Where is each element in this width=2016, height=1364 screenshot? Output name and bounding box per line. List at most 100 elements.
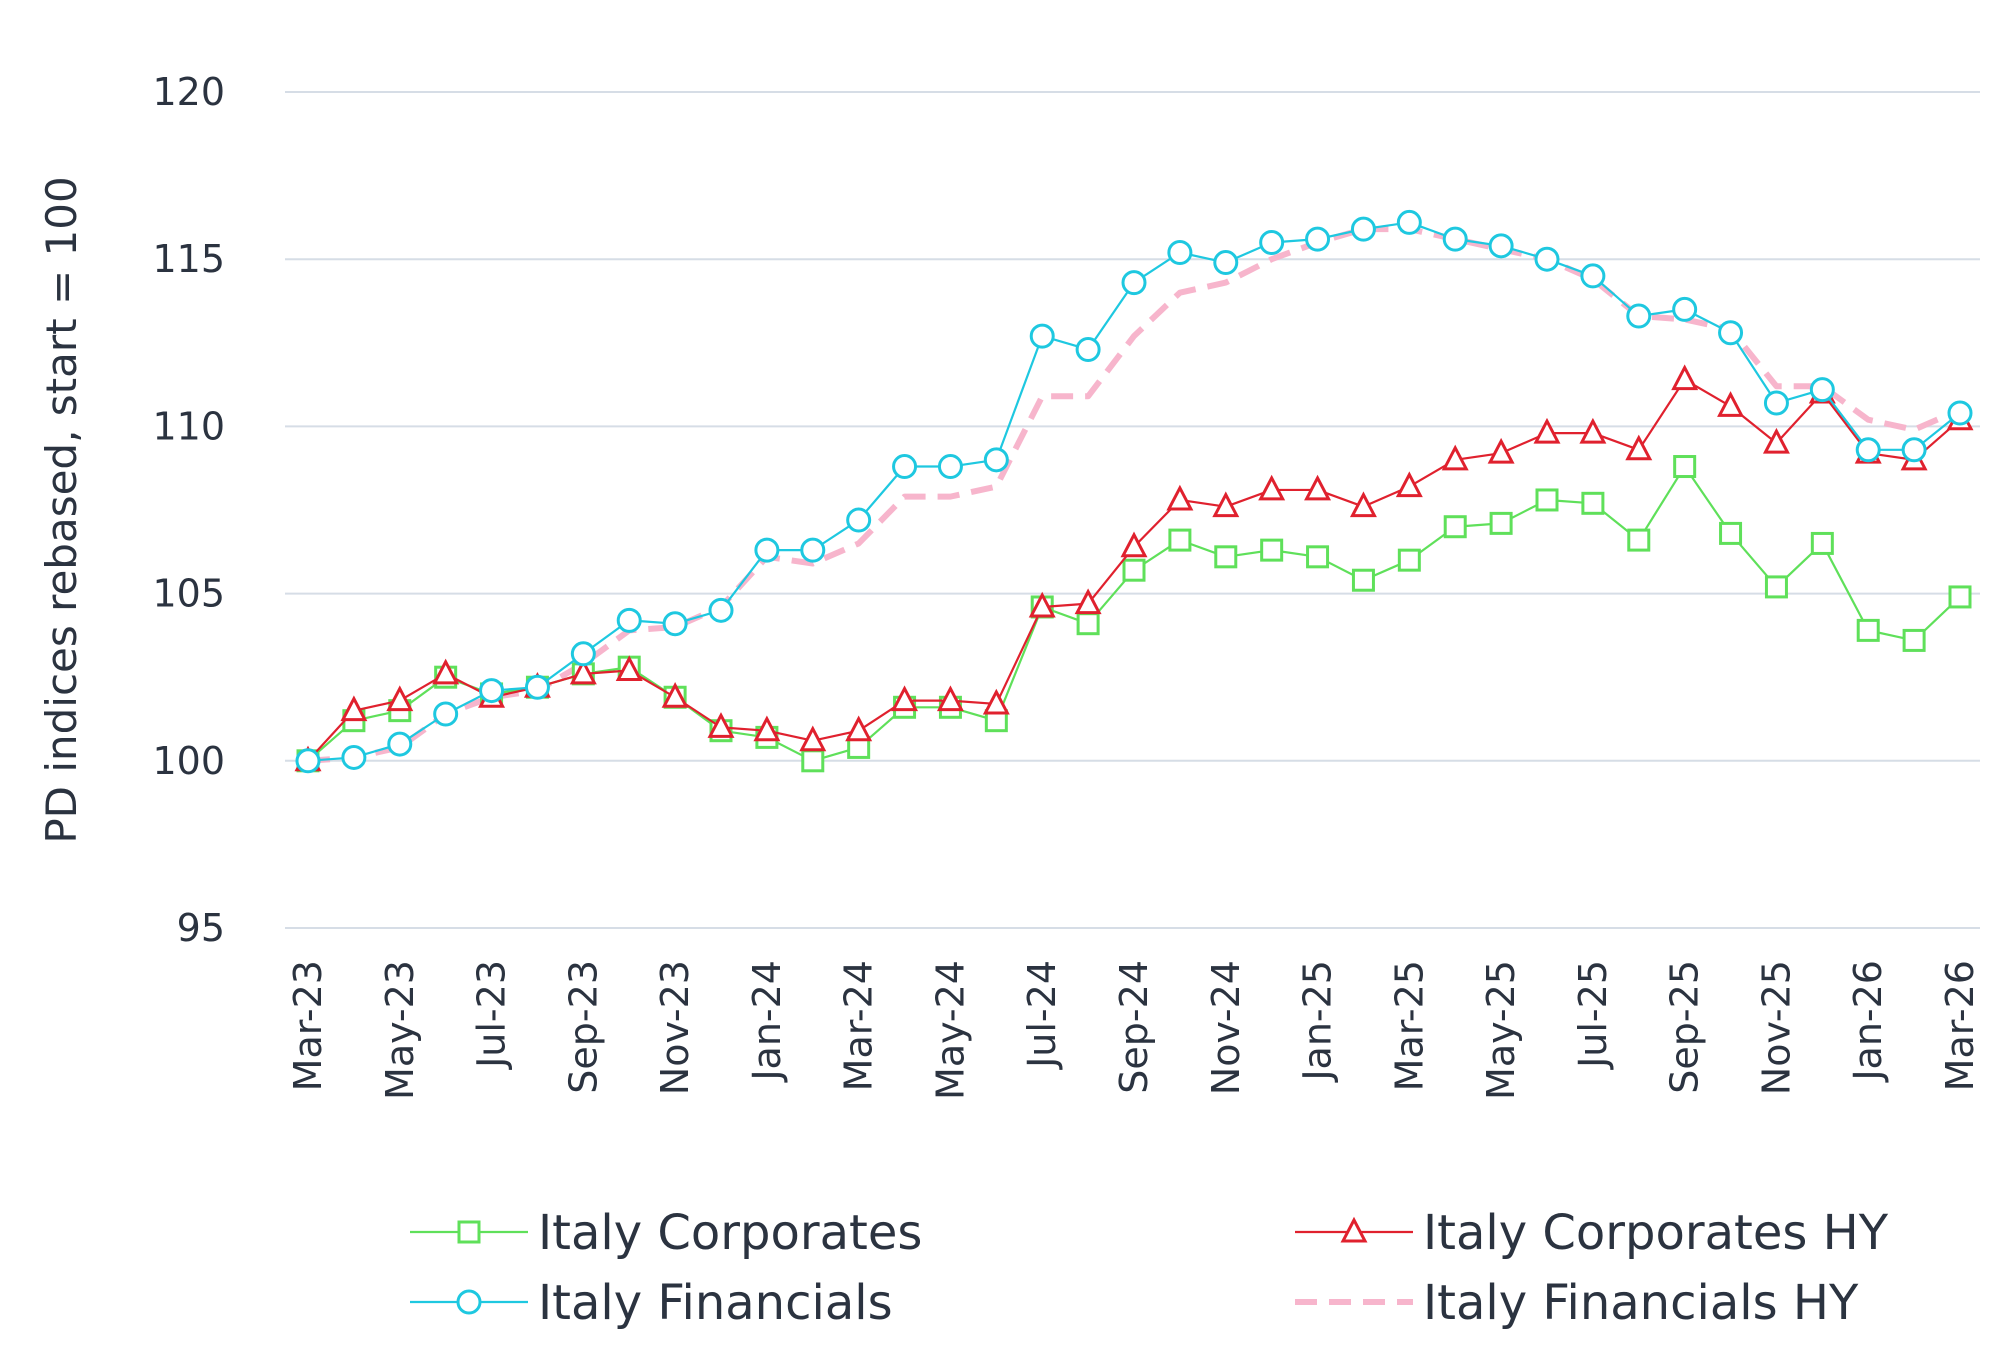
legend-label: Italy Financials	[538, 1275, 893, 1331]
x-tick-label: Mar-24	[837, 960, 881, 1091]
x-tick-label: Sep-24	[1112, 960, 1156, 1094]
data-point	[1396, 209, 1422, 235]
data-point	[1028, 591, 1056, 618]
legend-label: Italy Corporates HY	[1423, 1205, 1889, 1261]
data-point	[386, 685, 414, 712]
data-point	[845, 715, 873, 742]
data-point	[1579, 417, 1607, 444]
data-point	[801, 749, 825, 773]
y-tick-label: 120	[152, 70, 225, 114]
data-point	[1487, 437, 1515, 464]
series-italy-corporates	[296, 455, 1972, 773]
y-tick-label: 100	[152, 739, 225, 783]
data-point	[1212, 491, 1240, 518]
data-point	[340, 695, 368, 722]
legend: Italy Corporates Italy Corporates HY Italy…	[410, 1205, 1889, 1331]
data-point	[1488, 233, 1514, 259]
y-tick-label: 110	[152, 404, 225, 448]
data-point	[295, 748, 321, 774]
data-point	[1258, 474, 1286, 501]
data-point	[1533, 417, 1561, 444]
x-tick-label: Mar-23	[286, 960, 330, 1091]
data-point	[1304, 474, 1332, 501]
data-point	[661, 682, 689, 708]
data-point	[433, 701, 459, 727]
data-point	[1673, 455, 1697, 479]
data-point	[1213, 250, 1239, 276]
data-point	[1442, 226, 1468, 252]
x-tick-label: Mar-25	[1387, 960, 1431, 1091]
legend-marker	[456, 1289, 482, 1315]
x-tick-label: Nov-25	[1754, 960, 1798, 1095]
data-point	[1672, 296, 1698, 322]
data-point	[1168, 528, 1192, 552]
legend-item: Italy Financials HY	[1295, 1275, 1859, 1331]
data-point	[432, 658, 460, 685]
data-point	[1120, 531, 1148, 558]
data-point	[1259, 229, 1285, 255]
data-point	[1856, 618, 1880, 642]
data-point	[892, 454, 918, 480]
data-point	[1626, 303, 1652, 329]
x-tick-label: Sep-25	[1663, 960, 1707, 1094]
data-point	[1809, 377, 1835, 403]
x-tick-label: Sep-23	[561, 960, 605, 1094]
data-point	[1810, 531, 1834, 555]
data-point	[754, 537, 780, 563]
series-line	[307, 226, 1962, 764]
series-group	[294, 209, 1974, 774]
x-tick-label: Nov-24	[1204, 960, 1248, 1095]
data-point	[1627, 528, 1651, 552]
data-point	[982, 688, 1010, 715]
data-point	[707, 712, 735, 738]
data-point	[524, 674, 550, 700]
x-axis-ticks: Mar-23 May-23 Jul-23 Sep-23 Nov-23 Jan-24 Mar-…	[286, 960, 1982, 1100]
data-point	[479, 678, 505, 704]
data-point	[1948, 585, 1972, 609]
data-point	[937, 454, 963, 480]
x-tick-label: May-23	[378, 960, 422, 1100]
y-tick-label: 115	[152, 237, 225, 281]
data-point	[1351, 568, 1375, 592]
data-point	[1443, 515, 1467, 539]
x-tick-label: Nov-23	[653, 960, 697, 1095]
data-point	[1534, 246, 1560, 272]
data-point	[1855, 437, 1881, 463]
y-axis-ticks: 95 100 105 110 115 120	[152, 70, 225, 950]
data-point	[615, 655, 643, 682]
legend-item: Italy Financials	[410, 1275, 893, 1331]
y-tick-label: 95	[177, 906, 225, 950]
gridlines	[285, 91, 1980, 929]
data-point	[387, 731, 413, 757]
data-point	[1441, 444, 1469, 471]
x-tick-label: May-25	[1479, 960, 1523, 1100]
data-point	[1305, 226, 1331, 252]
data-point	[800, 537, 826, 563]
x-tick-label: Mar-26	[1938, 960, 1982, 1091]
x-tick-label: Jan-25	[1296, 960, 1340, 1083]
data-point	[1122, 558, 1146, 582]
legend-item: Italy Corporates HY	[1295, 1205, 1889, 1261]
data-point	[1625, 434, 1653, 461]
data-point	[1489, 511, 1513, 535]
series-line	[307, 221, 1961, 762]
data-point	[708, 597, 734, 623]
data-point	[1121, 270, 1147, 296]
x-tick-label: Jan-26	[1846, 960, 1890, 1083]
data-point	[1166, 484, 1194, 511]
x-tick-label: Jul-23	[470, 960, 514, 1070]
data-point	[1076, 612, 1100, 636]
data-point	[616, 607, 642, 633]
series-italy-financials	[295, 209, 1973, 774]
data-point	[846, 507, 872, 533]
legend-marker	[1340, 1216, 1368, 1243]
data-point	[983, 447, 1009, 473]
data-point	[1580, 263, 1606, 289]
data-point	[1763, 390, 1789, 416]
data-point	[1214, 545, 1238, 569]
data-point	[1029, 323, 1055, 349]
data-point	[1350, 216, 1376, 242]
data-point	[1260, 538, 1284, 562]
x-tick-label: May-24	[928, 960, 972, 1100]
